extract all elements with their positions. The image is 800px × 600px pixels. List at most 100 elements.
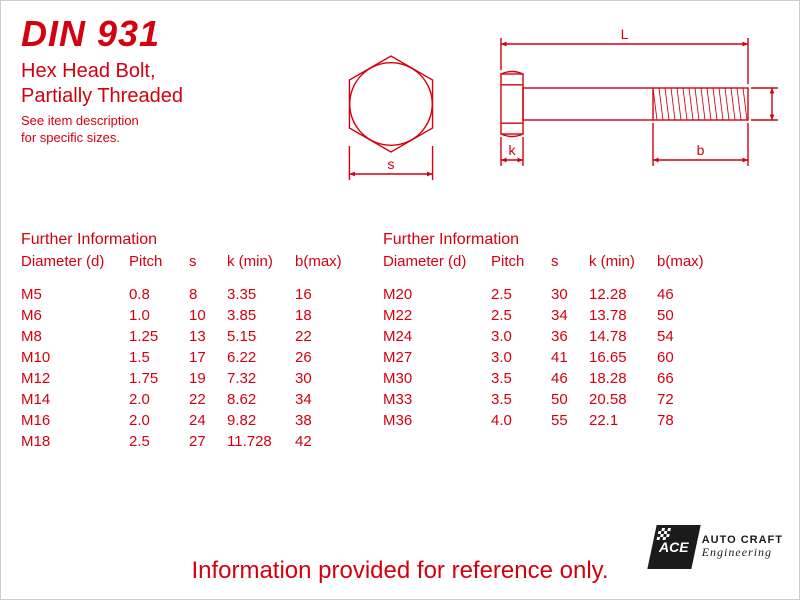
col-header: Pitch [491,251,551,280]
table-cell: 1.25 [129,326,189,347]
logo-text: AUTO CRAFT Engineering [702,534,783,559]
table-cell: 3.5 [491,389,551,410]
table-cell: 7.32 [227,368,295,389]
col-header: k (min) [227,251,295,280]
svg-text:s: s [388,156,395,172]
table-cell: 3.35 [227,284,295,305]
table-cell: M36 [383,410,491,431]
note-line2: for specific sizes. [21,130,120,145]
table-heading-left: Further Information [21,231,353,249]
table-cell: 55 [551,410,589,431]
bolt-diagram-svg: sLkbd [321,19,781,209]
table-row: M333.55020.5872 [383,389,715,410]
table-cell: M22 [383,305,491,326]
table-cell: 3.85 [227,305,295,326]
table-row: M303.54618.2866 [383,368,715,389]
table-row: M243.03614.7854 [383,326,715,347]
table-cell: 36 [551,326,589,347]
table-right: Diameter (d)Pitchsk (min)b(max)M202.5301… [383,251,715,431]
table-cell: 8 [189,284,227,305]
table-cell: 1.75 [129,368,189,389]
table-cell: 6.22 [227,347,295,368]
svg-text:L: L [621,26,629,42]
table-cell: 2.5 [491,305,551,326]
table-cell: M24 [383,326,491,347]
table-cell: 9.82 [227,410,295,431]
table-cell: 17 [189,347,227,368]
col-header: Pitch [129,251,189,280]
table-cell: M14 [21,389,129,410]
table-row: M50.883.3516 [21,284,353,305]
spec-table-left: Further Information Diameter (d)Pitchsk … [21,231,353,452]
table-cell: 13.78 [589,305,657,326]
col-header: s [551,251,589,280]
col-header: b(max) [657,251,715,280]
table-row: M222.53413.7850 [383,305,715,326]
table-cell: M10 [21,347,129,368]
table-cell: 2.5 [491,284,551,305]
table-row: M121.75197.3230 [21,368,353,389]
table-cell: 34 [295,389,353,410]
table-cell: M18 [21,431,129,452]
table-cell: 30 [295,368,353,389]
table-cell: 66 [657,368,715,389]
table-cell: 54 [657,326,715,347]
table-cell: 42 [295,431,353,452]
table-cell: 27 [189,431,227,452]
table-cell: 22.1 [589,410,657,431]
table-cell: 14.78 [589,326,657,347]
table-row: M273.04116.6560 [383,347,715,368]
table-cell: 38 [295,410,353,431]
table-row: M101.5176.2226 [21,347,353,368]
table-cell: 13 [189,326,227,347]
table-cell: 2.0 [129,389,189,410]
table-cell: 5.15 [227,326,295,347]
table-row: M142.0228.6234 [21,389,353,410]
table-cell: 10 [189,305,227,326]
col-header: s [189,251,227,280]
table-cell: 50 [551,389,589,410]
note-line1: See item description [21,113,139,128]
table-cell: 78 [657,410,715,431]
col-header: Diameter (d) [383,251,491,280]
table-cell: 1.0 [129,305,189,326]
table-cell: 12.28 [589,284,657,305]
col-header: b(max) [295,251,353,280]
spec-tables: Further Information Diameter (d)Pitchsk … [21,231,779,452]
table-cell: M16 [21,410,129,431]
table-cell: 46 [657,284,715,305]
table-cell: 11.728 [227,431,295,452]
table-cell: 16 [295,284,353,305]
table-cell: 41 [551,347,589,368]
table-row: M182.52711.72842 [21,431,353,452]
table-cell: 72 [657,389,715,410]
table-cell: 3.0 [491,347,551,368]
table-cell: M27 [383,347,491,368]
table-row: M364.05522.178 [383,410,715,431]
table-cell: 4.0 [491,410,551,431]
spec-table-right: Further Information Diameter (d)Pitchsk … [383,231,715,452]
table-cell: 30 [551,284,589,305]
table-cell: M33 [383,389,491,410]
table-cell: 18 [295,305,353,326]
table-cell: 20.58 [589,389,657,410]
table-cell: M5 [21,284,129,305]
table-cell: 22 [189,389,227,410]
standard-title: DIN 931 [21,13,183,55]
table-cell: M6 [21,305,129,326]
table-cell: 3.0 [491,326,551,347]
table-cell: 34 [551,305,589,326]
table-cell: 3.5 [491,368,551,389]
table-cell: 0.8 [129,284,189,305]
disclaimer: Information provided for reference only. [1,557,799,585]
table-cell: 46 [551,368,589,389]
svg-text:b: b [697,142,705,158]
table-cell: 26 [295,347,353,368]
table-cell: 2.0 [129,410,189,431]
table-cell: M12 [21,368,129,389]
table-cell: 22 [295,326,353,347]
table-cell: 24 [189,410,227,431]
table-row: M61.0103.8518 [21,305,353,326]
table-cell: 8.62 [227,389,295,410]
table-heading-right: Further Information [383,231,715,249]
